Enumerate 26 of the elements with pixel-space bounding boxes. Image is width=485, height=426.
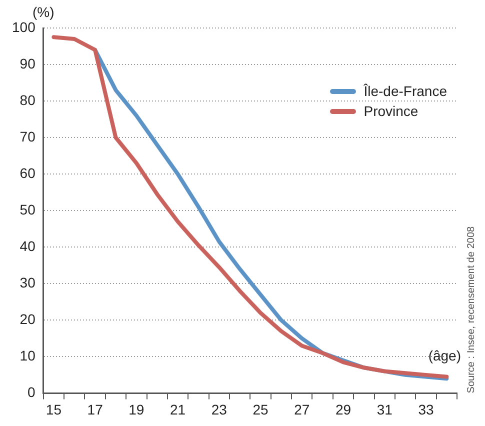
y-tick-label: 0 xyxy=(28,384,36,400)
y-tick-label: 10 xyxy=(20,348,36,364)
y-axis-title: (%) xyxy=(32,4,54,20)
y-tick-label: 20 xyxy=(20,311,36,328)
x-axis-title: (âge) xyxy=(428,348,461,364)
x-tick-label: 15 xyxy=(46,401,62,418)
x-tick-label: 19 xyxy=(128,401,144,418)
x-tick-label: 17 xyxy=(87,401,104,418)
y-tick-label: 90 xyxy=(20,55,36,72)
x-tick-label: 25 xyxy=(252,401,269,418)
source-note: Source : Insee, recensement de 2008 xyxy=(466,226,477,394)
y-tick-label: 30 xyxy=(20,274,36,290)
y-tick-label: 50 xyxy=(20,201,36,218)
y-tick-label: 40 xyxy=(20,238,36,254)
x-tick-label: 33 xyxy=(418,401,434,418)
y-tick-label: 80 xyxy=(20,92,36,108)
y-tick-label: 70 xyxy=(20,128,36,144)
x-tick-label: 27 xyxy=(294,401,310,418)
x-tick-label: 21 xyxy=(170,401,186,418)
x-tick-label: 29 xyxy=(335,401,352,418)
x-tick-label: 31 xyxy=(376,401,393,418)
x-tick-label: 23 xyxy=(211,401,228,418)
y-tick-label: 60 xyxy=(20,164,36,181)
legend-label: Île-de-France xyxy=(364,83,447,99)
legend-label: Province xyxy=(364,103,418,119)
y-tick-label: 100 xyxy=(12,18,36,35)
